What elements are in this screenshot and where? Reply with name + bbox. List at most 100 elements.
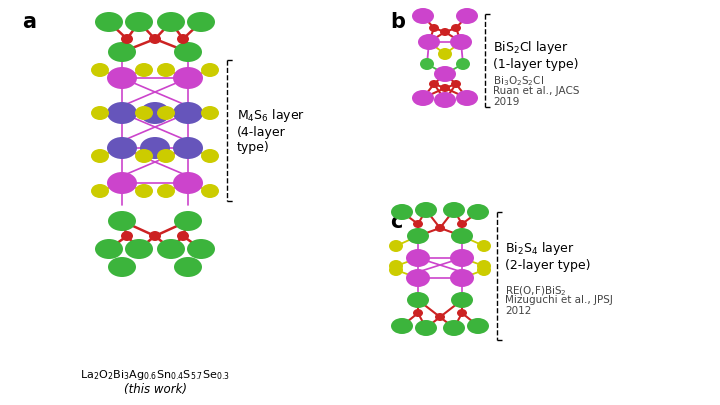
Ellipse shape bbox=[391, 204, 413, 220]
Ellipse shape bbox=[456, 58, 470, 70]
Ellipse shape bbox=[140, 102, 170, 124]
Ellipse shape bbox=[456, 90, 478, 106]
Ellipse shape bbox=[435, 224, 445, 232]
Ellipse shape bbox=[174, 211, 202, 231]
Ellipse shape bbox=[415, 320, 437, 336]
Ellipse shape bbox=[157, 149, 175, 163]
Ellipse shape bbox=[201, 149, 219, 163]
Ellipse shape bbox=[107, 102, 137, 124]
Ellipse shape bbox=[135, 149, 153, 163]
Ellipse shape bbox=[420, 58, 434, 70]
Ellipse shape bbox=[95, 12, 123, 32]
Ellipse shape bbox=[135, 106, 153, 120]
Ellipse shape bbox=[157, 12, 185, 32]
Ellipse shape bbox=[451, 24, 461, 32]
Ellipse shape bbox=[457, 309, 467, 317]
Ellipse shape bbox=[443, 320, 465, 336]
Ellipse shape bbox=[173, 172, 203, 194]
Ellipse shape bbox=[456, 8, 478, 24]
Ellipse shape bbox=[412, 90, 434, 106]
Ellipse shape bbox=[389, 240, 403, 252]
Ellipse shape bbox=[413, 220, 423, 228]
Text: RE(O,F)BiS$_2$: RE(O,F)BiS$_2$ bbox=[505, 284, 567, 298]
Ellipse shape bbox=[443, 202, 465, 218]
Ellipse shape bbox=[467, 204, 489, 220]
Ellipse shape bbox=[135, 184, 153, 198]
Ellipse shape bbox=[406, 269, 430, 287]
Ellipse shape bbox=[91, 63, 109, 77]
Ellipse shape bbox=[108, 257, 136, 277]
Ellipse shape bbox=[415, 202, 437, 218]
Text: La$_2$O$_2$Bi$_3$Ag$_{0.6}$Sn$_{0.4}$S$_{5.7}$Se$_{0.3}$: La$_2$O$_2$Bi$_3$Ag$_{0.6}$Sn$_{0.4}$S$_… bbox=[80, 368, 230, 382]
Ellipse shape bbox=[121, 231, 133, 241]
Ellipse shape bbox=[467, 318, 489, 334]
Ellipse shape bbox=[440, 28, 450, 36]
Ellipse shape bbox=[107, 67, 137, 89]
Ellipse shape bbox=[187, 12, 215, 32]
Ellipse shape bbox=[201, 63, 219, 77]
Ellipse shape bbox=[91, 106, 109, 120]
Ellipse shape bbox=[108, 42, 136, 62]
Ellipse shape bbox=[438, 48, 452, 60]
Text: a: a bbox=[22, 12, 36, 32]
Ellipse shape bbox=[157, 239, 185, 259]
Text: b: b bbox=[390, 12, 405, 32]
Ellipse shape bbox=[451, 228, 473, 244]
Text: c: c bbox=[390, 212, 402, 232]
Ellipse shape bbox=[451, 80, 461, 88]
Ellipse shape bbox=[429, 24, 439, 32]
Ellipse shape bbox=[418, 34, 440, 50]
Ellipse shape bbox=[91, 149, 109, 163]
Ellipse shape bbox=[457, 220, 467, 228]
Ellipse shape bbox=[149, 231, 161, 241]
Ellipse shape bbox=[121, 34, 133, 44]
Ellipse shape bbox=[173, 137, 203, 159]
Text: Mizuguchi et al., JPSJ: Mizuguchi et al., JPSJ bbox=[505, 295, 613, 305]
Text: (this work): (this work) bbox=[124, 384, 186, 396]
Ellipse shape bbox=[450, 269, 474, 287]
Ellipse shape bbox=[477, 240, 491, 252]
Ellipse shape bbox=[450, 249, 474, 267]
Ellipse shape bbox=[135, 63, 153, 77]
Ellipse shape bbox=[107, 137, 137, 159]
Text: 2019: 2019 bbox=[493, 97, 519, 107]
Ellipse shape bbox=[157, 63, 175, 77]
Ellipse shape bbox=[201, 106, 219, 120]
Ellipse shape bbox=[125, 239, 153, 259]
Ellipse shape bbox=[95, 239, 123, 259]
Ellipse shape bbox=[389, 264, 403, 276]
Ellipse shape bbox=[407, 228, 429, 244]
Ellipse shape bbox=[477, 264, 491, 276]
Ellipse shape bbox=[450, 34, 472, 50]
Ellipse shape bbox=[434, 92, 456, 108]
Ellipse shape bbox=[406, 249, 430, 267]
Ellipse shape bbox=[413, 309, 423, 317]
Text: BiS$_2$Cl layer
(1-layer type): BiS$_2$Cl layer (1-layer type) bbox=[493, 39, 578, 71]
Text: M$_4$S$_6$ layer
(4-layer
type): M$_4$S$_6$ layer (4-layer type) bbox=[237, 107, 305, 154]
Ellipse shape bbox=[140, 137, 170, 159]
Ellipse shape bbox=[91, 184, 109, 198]
Ellipse shape bbox=[477, 260, 491, 272]
Ellipse shape bbox=[389, 260, 403, 272]
Text: Ruan et al., JACS: Ruan et al., JACS bbox=[493, 86, 580, 96]
Ellipse shape bbox=[177, 34, 189, 44]
Ellipse shape bbox=[429, 80, 439, 88]
Ellipse shape bbox=[177, 231, 189, 241]
Ellipse shape bbox=[174, 257, 202, 277]
Ellipse shape bbox=[107, 172, 137, 194]
Ellipse shape bbox=[173, 67, 203, 89]
Ellipse shape bbox=[108, 211, 136, 231]
Ellipse shape bbox=[149, 34, 161, 44]
Ellipse shape bbox=[412, 8, 434, 24]
Ellipse shape bbox=[174, 42, 202, 62]
Ellipse shape bbox=[173, 102, 203, 124]
Ellipse shape bbox=[435, 313, 445, 321]
Ellipse shape bbox=[440, 84, 450, 92]
Ellipse shape bbox=[391, 318, 413, 334]
Ellipse shape bbox=[157, 184, 175, 198]
Text: Bi$_3$O$_2$S$_2$Cl: Bi$_3$O$_2$S$_2$Cl bbox=[493, 74, 544, 88]
Ellipse shape bbox=[125, 12, 153, 32]
Ellipse shape bbox=[157, 106, 175, 120]
Text: Bi$_2$S$_4$ layer
(2-layer type): Bi$_2$S$_4$ layer (2-layer type) bbox=[505, 240, 590, 272]
Ellipse shape bbox=[201, 184, 219, 198]
